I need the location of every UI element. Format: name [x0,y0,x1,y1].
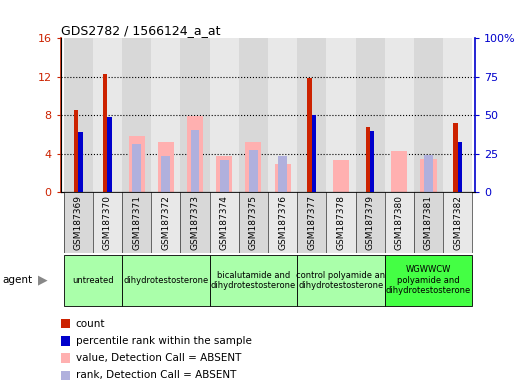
Text: GSM187380: GSM187380 [395,195,404,250]
Text: GSM187377: GSM187377 [307,195,316,250]
Bar [239,192,268,253]
Bar [103,74,107,192]
Text: GSM187381: GSM187381 [424,195,433,250]
Bar [210,38,239,192]
Text: GDS2782 / 1566124_a_at: GDS2782 / 1566124_a_at [61,24,220,37]
Text: GSM187375: GSM187375 [249,195,258,250]
Bar [355,192,385,253]
Text: WGWWCW
polyamide and
dihydrotestosterone: WGWWCW polyamide and dihydrotestosterone [386,265,471,295]
Bar [78,132,82,192]
Bar [187,116,203,192]
Bar [424,155,433,192]
Bar [366,127,370,192]
Bar [312,115,316,192]
Bar [93,38,122,192]
Bar [181,38,210,192]
Text: dihydrotestosterone: dihydrotestosterone [123,276,209,285]
Bar [93,192,122,253]
FancyBboxPatch shape [64,255,122,306]
Bar [74,111,78,192]
Bar [278,157,287,192]
Text: value, Detection Call = ABSENT: value, Detection Call = ABSENT [76,353,241,363]
Bar [443,38,472,192]
Bar [458,142,462,192]
Bar [420,159,437,192]
Text: GSM187369: GSM187369 [74,195,83,250]
Bar [326,192,355,253]
Text: GSM187376: GSM187376 [278,195,287,250]
FancyBboxPatch shape [122,255,210,306]
FancyBboxPatch shape [297,255,385,306]
Bar [268,38,297,192]
Text: rank, Detection Call = ABSENT: rank, Detection Call = ABSENT [76,371,236,381]
Text: percentile rank within the sample: percentile rank within the sample [76,336,251,346]
Bar [151,38,181,192]
Bar [191,130,200,192]
Bar [268,192,297,253]
Text: GSM187374: GSM187374 [220,195,229,250]
Bar [158,142,174,192]
Bar [307,78,312,192]
Text: bicalutamide and
dihydrotestosterone: bicalutamide and dihydrotestosterone [211,271,296,290]
Bar [64,192,93,253]
Text: GSM187370: GSM187370 [103,195,112,250]
Bar [297,192,326,253]
Bar [385,38,414,192]
Bar [129,136,145,192]
Text: GSM187379: GSM187379 [365,195,375,250]
Bar [370,131,374,192]
Bar [414,38,443,192]
Bar [151,192,181,253]
Bar [333,161,349,192]
Bar [220,161,229,192]
Text: GSM187373: GSM187373 [191,195,200,250]
Bar [454,123,458,192]
Bar [132,144,141,192]
Bar [64,38,93,192]
Bar [385,192,414,253]
Text: untreated: untreated [72,276,114,285]
Bar [391,151,407,192]
Bar [326,38,355,192]
Bar [107,117,112,192]
Bar [249,150,258,192]
Text: agent: agent [3,275,33,285]
Text: ▶: ▶ [38,274,48,287]
Text: GSM187378: GSM187378 [336,195,345,250]
Bar [297,38,326,192]
Bar [162,156,170,192]
Bar [443,192,472,253]
Text: GSM187371: GSM187371 [132,195,141,250]
Bar [414,192,443,253]
Bar [122,38,151,192]
Bar [181,192,210,253]
Text: GSM187382: GSM187382 [453,195,462,250]
Bar [275,164,290,192]
Text: control polyamide an
dihydrotestosterone: control polyamide an dihydrotestosterone [296,271,385,290]
Bar [239,38,268,192]
FancyBboxPatch shape [210,255,297,306]
Text: count: count [76,319,105,329]
Text: GSM187372: GSM187372 [161,195,171,250]
Bar [246,142,261,192]
Bar [122,192,151,253]
Bar [216,157,232,192]
Bar [210,192,239,253]
Bar [355,38,385,192]
FancyBboxPatch shape [385,255,472,306]
